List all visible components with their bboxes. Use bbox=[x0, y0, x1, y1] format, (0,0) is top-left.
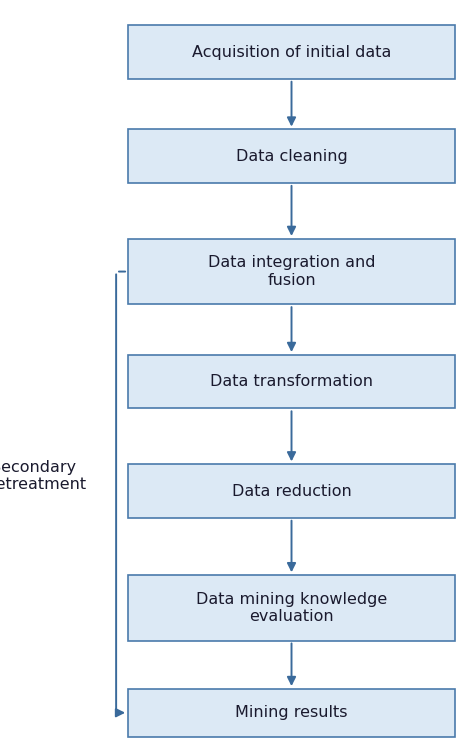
Text: Data mining knowledge
evaluation: Data mining knowledge evaluation bbox=[196, 591, 387, 624]
FancyBboxPatch shape bbox=[128, 464, 455, 518]
Text: Acquisition of initial data: Acquisition of initial data bbox=[192, 45, 391, 60]
Text: Secondary
pretreatment: Secondary pretreatment bbox=[0, 460, 87, 493]
Text: Data transformation: Data transformation bbox=[210, 374, 373, 389]
Text: Mining results: Mining results bbox=[235, 705, 348, 720]
Text: Data integration and
fusion: Data integration and fusion bbox=[208, 255, 375, 288]
FancyBboxPatch shape bbox=[128, 25, 455, 79]
Text: Data cleaning: Data cleaning bbox=[236, 149, 347, 164]
FancyBboxPatch shape bbox=[128, 575, 455, 641]
FancyBboxPatch shape bbox=[128, 129, 455, 183]
FancyBboxPatch shape bbox=[128, 355, 455, 408]
FancyBboxPatch shape bbox=[128, 689, 455, 737]
FancyBboxPatch shape bbox=[128, 239, 455, 304]
Text: Data reduction: Data reduction bbox=[232, 484, 351, 498]
